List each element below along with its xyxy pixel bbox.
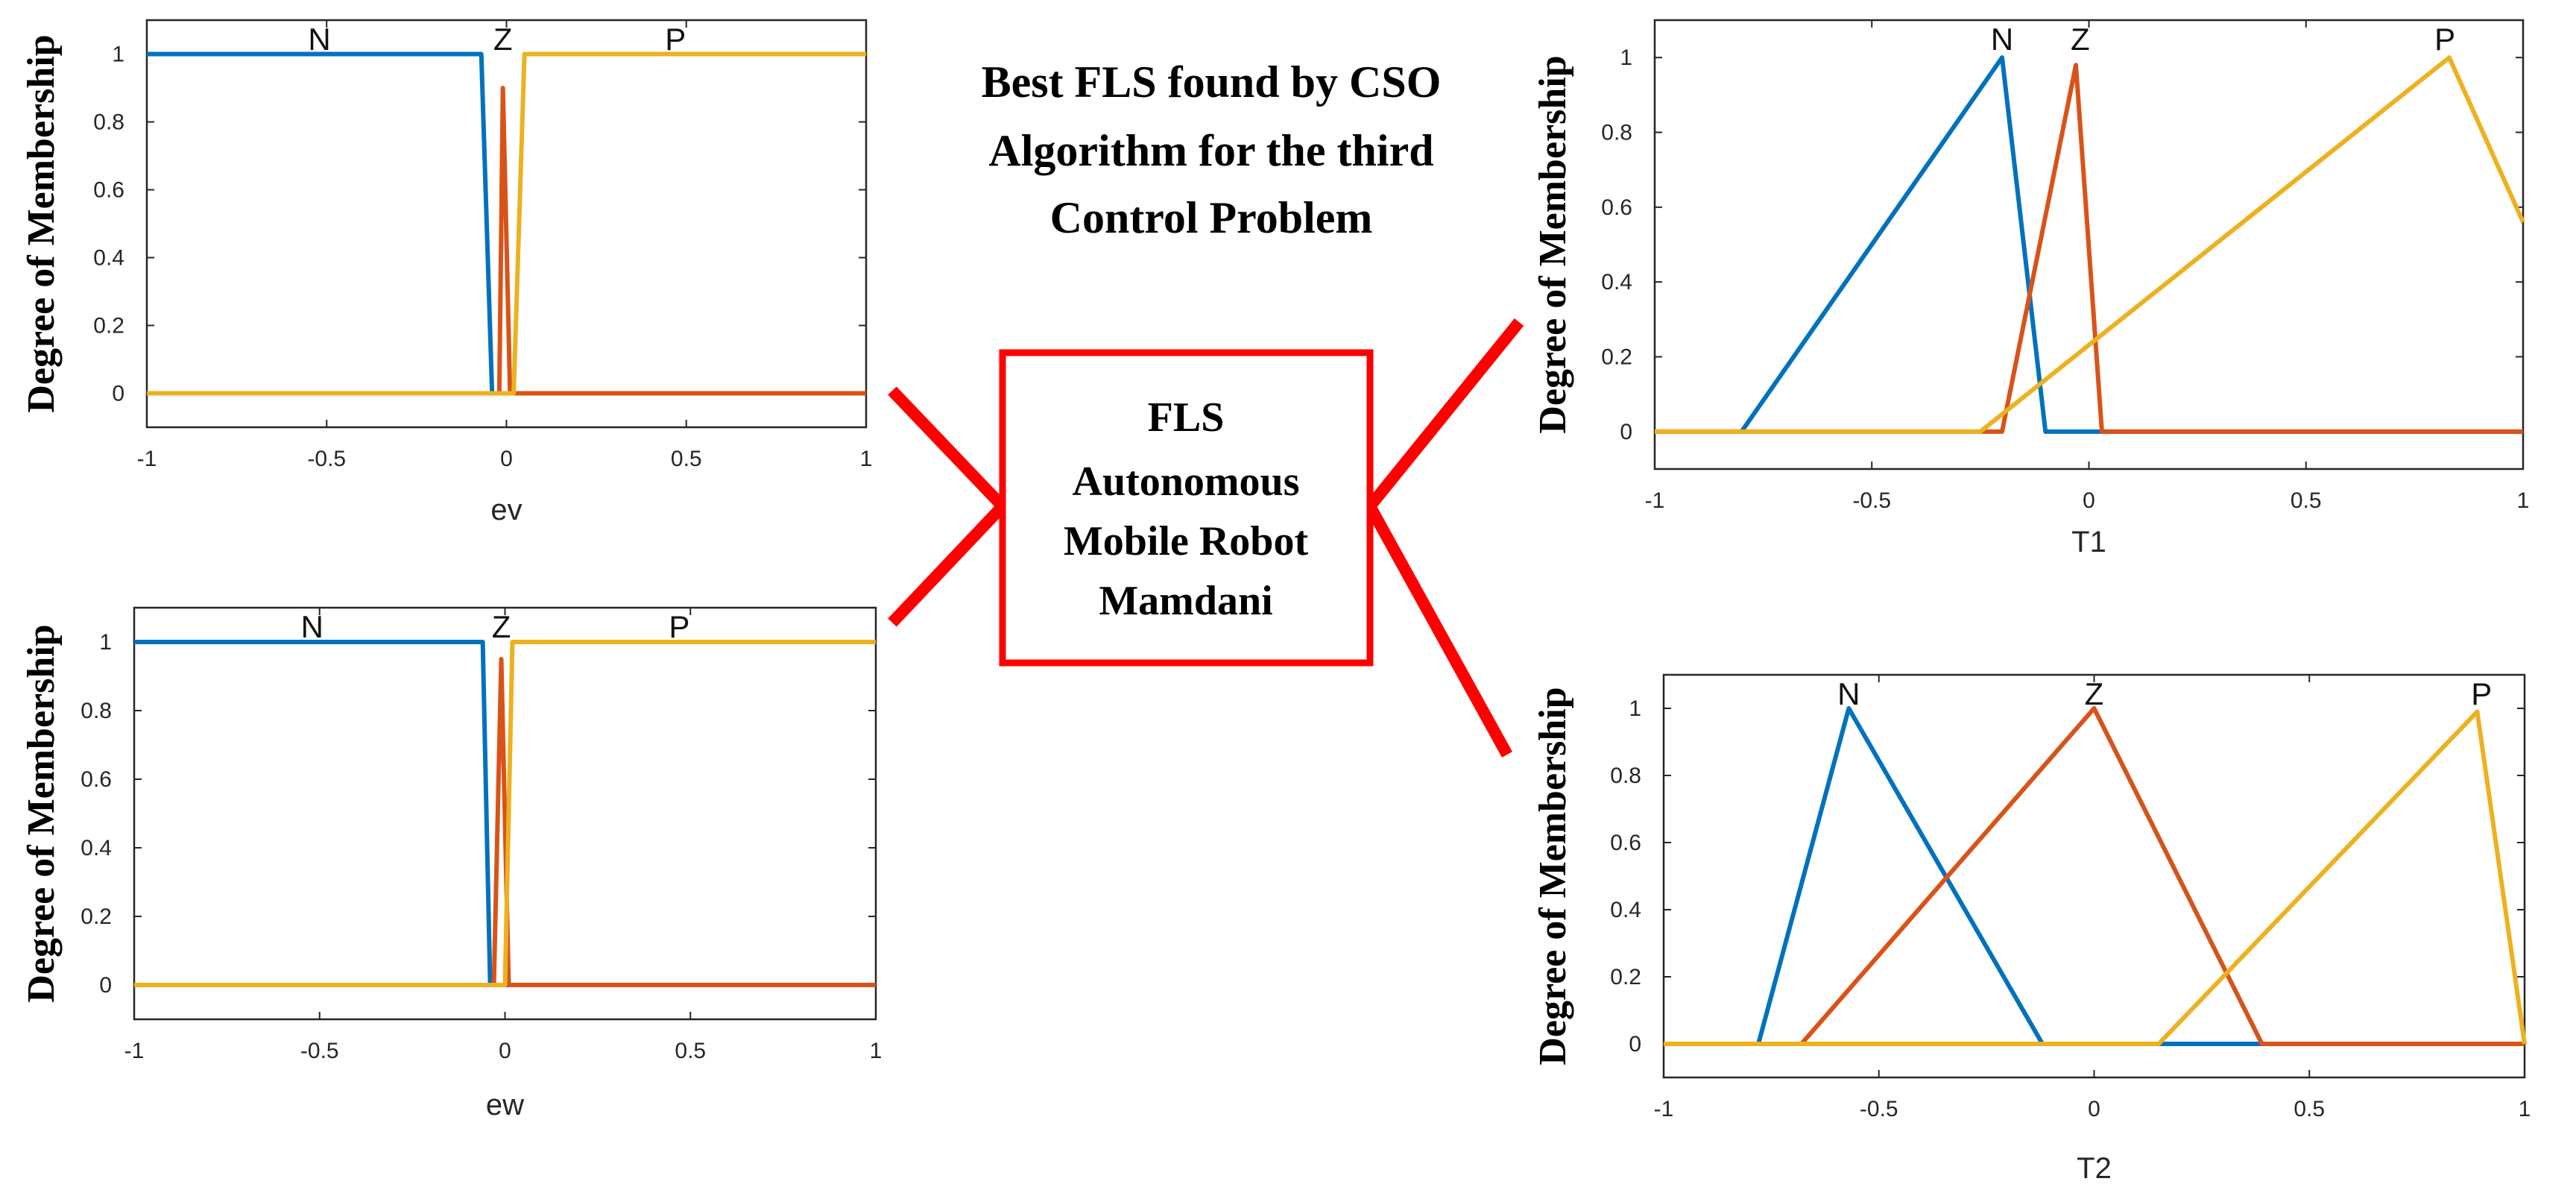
center-box-frame xyxy=(999,349,1374,667)
x-tick-label: -0.5 xyxy=(1852,488,1891,513)
x-tick-label: 1 xyxy=(870,1039,883,1063)
y-tick-label: 0.8 xyxy=(93,110,124,135)
connector-ev xyxy=(888,386,1007,511)
y-tick-label: 0.2 xyxy=(1601,345,1632,370)
y-tick-label: 0.4 xyxy=(93,246,124,271)
y-axis-label: Degree of Membership xyxy=(20,624,63,1002)
x-tick-label: 0 xyxy=(2088,1097,2100,1121)
connector-t1 xyxy=(1365,318,1524,511)
x-tick-label: -1 xyxy=(1654,1097,1674,1121)
y-tick-label: 0.2 xyxy=(80,904,112,929)
x-tick-label: 0 xyxy=(2083,488,2095,513)
x-tick-label: 1 xyxy=(2517,488,2530,513)
center-box: FLS Autonomous Mobile Robot Mamdani xyxy=(999,349,1374,667)
x-tick-label: 0.5 xyxy=(675,1039,706,1063)
x-axis-label: ew xyxy=(486,1089,524,1121)
title-line-3: Control Problem xyxy=(1050,193,1373,242)
y-tick-label: 0.6 xyxy=(1610,831,1641,855)
x-tick-label: 0.5 xyxy=(2291,488,2322,513)
x-tick-label: -1 xyxy=(1645,488,1665,513)
series-line-p xyxy=(1655,55,2525,434)
y-axis-label: Degree of Membership xyxy=(1532,687,1574,1065)
series-label-p: P xyxy=(2471,676,2492,711)
y-tick-label: 1 xyxy=(1620,45,1632,70)
plot-area xyxy=(1662,673,2526,1079)
series-label-p: P xyxy=(2434,22,2455,57)
x-axis-label: ev xyxy=(490,494,522,526)
y-tick-label: 0.6 xyxy=(93,178,124,203)
connectors xyxy=(888,318,1524,758)
title-line-2: Algorithm for the third xyxy=(988,126,1433,175)
series-label-n: N xyxy=(308,22,330,57)
y-tick-label: 0.4 xyxy=(80,836,112,860)
center-box-line-4: Mamdani xyxy=(1099,578,1272,624)
x-tick-label: 1 xyxy=(860,447,873,471)
y-tick-label: 1 xyxy=(112,43,124,67)
x-axis-label: T2 xyxy=(2077,1152,2112,1185)
x-tick-label: 0.5 xyxy=(671,447,702,471)
y-axis-label: Degree of Membership xyxy=(1532,55,1574,433)
membership-charts: -1 -0.5 0 0.5 1 0 0.2 0.4 0.6 0.8 1 ev Degree of Mem… xyxy=(20,19,2531,1185)
series-label-n: N xyxy=(301,609,323,644)
figure-title: Best FLS found by CSO Algorithm for the … xyxy=(982,57,1442,242)
y-tick-label: 0.6 xyxy=(80,767,112,792)
y-axis-label: Degree of Membership xyxy=(20,34,63,412)
y-tick-label: 0.2 xyxy=(1610,965,1641,989)
y-tick-label: 0.8 xyxy=(80,699,112,723)
x-tick-label: -1 xyxy=(124,1039,145,1063)
y-tick-label: 0.4 xyxy=(1610,898,1641,922)
y-tick-label: 0 xyxy=(112,382,124,406)
center-box-line-1: FLS xyxy=(1148,394,1225,441)
series-line-p xyxy=(134,640,876,987)
y-tick-label: 1 xyxy=(99,630,112,655)
chart-t2: -1 -0.5 0 0.5 1 0 0.2 0.4 0.6 0.8 1 T2 Degree of Mem… xyxy=(1532,673,2531,1185)
series-label-z: Z xyxy=(492,609,511,644)
series-label-z: Z xyxy=(2071,22,2090,57)
chart-t1: -1 -0.5 0 0.5 1 0 0.2 0.4 0.6 0.8 1 T1 Degree of Mem… xyxy=(1532,19,2530,558)
y-tick-label: 0 xyxy=(99,973,112,998)
series-label-n: N xyxy=(1991,22,2013,57)
series-label-p: P xyxy=(669,609,689,644)
connector-t2 xyxy=(1364,503,1513,758)
x-tick-label: 0.5 xyxy=(2294,1097,2325,1121)
x-tick-label: 0 xyxy=(500,447,513,471)
center-box-line-2: Autonomous xyxy=(1073,459,1300,505)
y-tick-label: 1 xyxy=(1629,696,1641,721)
chart-ev: -1 -0.5 0 0.5 1 0 0.2 0.4 0.6 0.8 1 ev Degree of Mem… xyxy=(20,19,873,526)
y-tick-label: 0.8 xyxy=(1610,764,1641,788)
x-tick-label: -0.5 xyxy=(307,447,346,471)
y-tick-label: 0.4 xyxy=(1601,270,1632,295)
x-tick-label: 0 xyxy=(499,1039,511,1063)
title-line-1: Best FLS found by CSO xyxy=(982,57,1442,107)
x-tick-label: -1 xyxy=(137,447,157,471)
series-label-z: Z xyxy=(493,22,513,57)
y-tick-label: 0.8 xyxy=(1601,121,1632,145)
chart-ew: -1 -0.5 0 0.5 1 0 0.2 0.4 0.6 0.8 1 ew Degree of Mem… xyxy=(20,606,883,1121)
series-label-z: Z xyxy=(2085,676,2104,711)
x-tick-label: -0.5 xyxy=(300,1039,339,1063)
y-tick-label: 0 xyxy=(1629,1032,1641,1057)
connector-ew xyxy=(888,502,1007,627)
y-tick-label: 0 xyxy=(1620,420,1632,444)
series-line-p xyxy=(147,51,866,396)
y-tick-label: 0.2 xyxy=(93,314,124,339)
x-axis-label: T1 xyxy=(2071,526,2106,558)
y-tick-label: 0.6 xyxy=(1601,195,1632,220)
x-tick-label: 1 xyxy=(2519,1097,2531,1121)
x-tick-label: -0.5 xyxy=(1860,1097,1898,1121)
series-label-p: P xyxy=(665,22,686,57)
series-line-p xyxy=(1664,709,2527,1046)
series-label-n: N xyxy=(1837,676,1860,711)
center-box-line-3: Mobile Robot xyxy=(1064,518,1309,564)
